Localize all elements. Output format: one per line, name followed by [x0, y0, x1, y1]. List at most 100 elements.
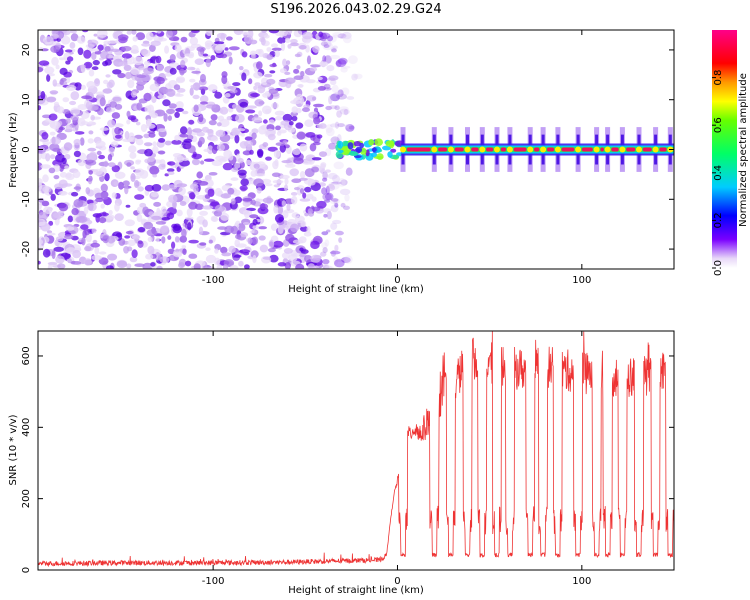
noise-blob — [58, 57, 66, 61]
noise-blob — [155, 221, 166, 225]
noise-blob — [157, 94, 167, 99]
noise-blob — [71, 191, 79, 197]
noise-blob — [227, 86, 238, 90]
noise-blob — [81, 237, 86, 246]
noise-blob — [336, 110, 342, 118]
signal-node — [575, 146, 582, 153]
noise-blob — [105, 74, 111, 78]
noise-blob — [123, 64, 132, 71]
noise-blob — [160, 206, 167, 214]
noise-blob — [284, 178, 289, 185]
noise-blob — [285, 30, 293, 35]
noise-blob — [87, 121, 96, 126]
noise-blob — [210, 136, 219, 142]
noise-blob — [174, 236, 180, 243]
noise-blob — [300, 249, 309, 255]
noise-blob — [126, 30, 132, 35]
noise-blob — [106, 107, 112, 113]
noise-blob — [234, 134, 240, 144]
noise-blob — [239, 66, 244, 71]
noise-blob — [309, 143, 317, 152]
noise-blob — [318, 31, 324, 38]
noise-blob — [245, 159, 252, 166]
signal-peak-segment — [454, 147, 464, 152]
noise-blob — [241, 72, 247, 81]
noise-blob — [148, 132, 156, 138]
noise-blob — [261, 255, 272, 264]
noise-blob — [299, 198, 311, 202]
noise-blob — [107, 235, 115, 244]
noise-blob — [176, 209, 183, 217]
noise-blob — [330, 250, 336, 257]
noise-blob — [268, 30, 280, 34]
noise-blob — [192, 94, 200, 100]
noise-blob — [323, 213, 328, 218]
noise-blob — [354, 73, 363, 80]
noise-blob — [49, 154, 56, 160]
noise-blob — [205, 247, 211, 251]
noise-blob — [328, 75, 339, 81]
signal-peak-segment — [546, 147, 555, 152]
noise-blob — [203, 158, 215, 162]
noise-blob — [223, 149, 233, 159]
noise-blob — [66, 77, 71, 84]
noise-blob — [307, 208, 313, 215]
noise-blob — [200, 101, 208, 105]
noise-blob — [257, 150, 264, 158]
noise-blob — [83, 206, 89, 215]
noise-blob — [43, 206, 53, 215]
noise-blob — [179, 201, 187, 206]
noise-blob — [271, 47, 283, 51]
noise-blob — [273, 184, 280, 188]
noise-blob — [237, 128, 246, 132]
noise-blob — [107, 162, 116, 168]
noise-blob — [251, 236, 259, 245]
x-tick-label: 100 — [572, 275, 591, 286]
noise-blob — [234, 196, 243, 204]
noise-blob — [131, 234, 141, 240]
noise-blob — [251, 128, 259, 134]
noise-blob — [198, 86, 209, 91]
noise-blob — [288, 121, 294, 126]
noise-blob — [151, 96, 157, 103]
noise-blob — [332, 174, 340, 183]
noise-blob — [48, 167, 56, 174]
noise-blob — [194, 191, 200, 196]
noise-blob — [61, 157, 67, 164]
noise-blob — [309, 67, 318, 72]
noise-blob — [107, 253, 118, 261]
noise-blob — [125, 90, 134, 99]
noise-blob — [42, 248, 51, 258]
noise-blob — [293, 30, 303, 38]
noise-blob — [38, 99, 49, 106]
noise-blob — [76, 36, 86, 44]
noise-blob — [169, 54, 176, 62]
noise-blob — [339, 188, 351, 196]
noise-blob — [105, 103, 112, 109]
noise-blob — [140, 218, 147, 223]
noise-blob — [97, 44, 104, 51]
noise-blob — [328, 142, 337, 150]
noise-blob — [121, 46, 132, 52]
noise-blob — [38, 184, 49, 194]
noise-blob — [114, 171, 126, 179]
noise-blob — [228, 46, 240, 51]
noise-blob — [196, 46, 206, 52]
noise-blob — [258, 110, 263, 117]
noise-blob — [340, 65, 351, 69]
noise-blob — [130, 44, 139, 54]
noise-blob — [38, 89, 41, 96]
noise-blob — [304, 212, 309, 217]
noise-blob — [253, 85, 258, 91]
noise-blob — [46, 74, 51, 82]
noise-blob — [107, 119, 116, 128]
noise-blob — [296, 131, 306, 140]
noise-blob — [95, 140, 106, 148]
noise-blob — [232, 104, 238, 109]
noise-blob — [343, 255, 353, 264]
noise-blob — [267, 146, 278, 152]
noise-blob — [90, 114, 95, 121]
noise-blob — [174, 44, 182, 52]
